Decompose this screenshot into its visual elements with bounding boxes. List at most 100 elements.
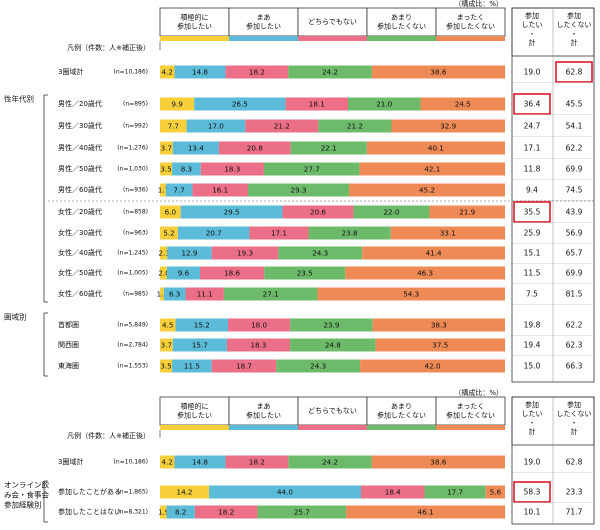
bar-value-label: 37.5 [432,341,448,350]
bar-value-label: 24.2 [322,68,338,77]
bar-segment [166,505,195,519]
bar-value-label: 5.2 [163,229,174,238]
bar-value-label: 18.2 [249,458,265,467]
legend-swatch [298,425,367,430]
bar-segment [177,226,250,240]
legend-label: どちらでもない [308,407,357,415]
legend-swatch [436,36,505,41]
summary-header-label: したい [522,410,543,418]
legend-row-label: 凡例（件数：人※補正後） [67,43,150,52]
bar-segment [318,119,392,133]
summary-header-label: 参加 [525,400,539,409]
highlight-box [513,201,551,223]
bar-segment [247,183,350,197]
summary-value: 25.9 [524,229,541,238]
bar-value-label: 9.9 [171,100,183,109]
bar-value-label: 32.9 [440,122,456,131]
bar-value-label: 20.8 [247,144,263,153]
row-n: (n=10,186) [113,459,148,466]
bar-segment [174,65,226,79]
summary-value: 69.9 [566,165,583,174]
legend-label: 積極的に [181,402,209,411]
bar-segment [192,183,248,197]
summary-value: 19.0 [524,458,541,467]
bar-value-label: 26.5 [232,100,248,109]
bar-value-label: 17.7 [447,488,463,497]
bar-value-label: 7.7 [168,122,179,131]
bar-segment [174,455,226,469]
row-n: (n=1,030) [117,166,148,173]
bar-value-label: 23.8 [342,229,358,238]
summary-value: 54.1 [566,122,583,131]
bar-segment [282,205,354,219]
bar-segment [160,287,164,301]
bar-segment [249,226,309,240]
row-n: (n=5,849) [117,322,148,329]
legend-label: まあ [257,403,271,411]
summary-value: 62.8 [566,458,583,467]
row-n: (n=1,553) [117,363,148,370]
bar-value-label: 14.2 [177,488,193,497]
bar-segment [290,338,376,352]
legend-swatch [298,36,367,41]
summary-header-label: したくない [557,410,592,418]
bar-value-label: 40.1 [428,144,444,153]
bar-segment [245,119,319,133]
bar-segment [225,455,289,469]
row-label: 女性／40歳代 [58,248,102,257]
bar-segment [194,505,258,519]
bar-value-label: 20.7 [206,229,222,238]
bar-segment [160,338,173,352]
bar-value-label: 46.3 [417,269,433,278]
bar-segment [160,266,167,280]
legend-label: あまり [391,403,412,411]
bar-value-label: 1.9 [158,508,170,517]
bar-segment [200,162,264,176]
legend-label: どちらでもない [308,18,357,26]
row-label: 男性／20歳代 [58,99,102,108]
row-n: (n=2,784) [117,342,148,349]
bar-value-label: 18.6 [224,269,240,278]
bar-segment [172,338,227,352]
unit-note: （構成比：%） [454,388,503,397]
bar-segment [371,65,505,79]
bar-segment [160,183,166,197]
summary-header-label: ・ [571,30,578,38]
bar-segment [278,246,363,260]
row-n: (n=1,245) [117,250,148,257]
bar-value-label: 3.7 [161,144,172,153]
bar-value-label: 18.7 [236,362,252,371]
bar-segment [172,359,212,373]
bar-segment [160,455,175,469]
bar-value-label: 18.0 [251,321,267,330]
bar-segment [160,505,167,519]
summary-header-label: したくない [557,21,592,29]
legend-label: 参加したい [246,411,281,420]
unit-note: （構成比：%） [454,0,503,8]
legend-swatch [436,425,505,430]
bar-segment [360,359,505,373]
bar-segment [226,338,291,352]
bar-value-label: 21.2 [347,122,363,131]
bar-segment [163,287,186,301]
summary-value: 62.8 [566,68,583,77]
bar-value-label: 1.1 [157,290,168,299]
row-label: 関西圏 [58,341,79,349]
bar-value-label: 2.1 [158,249,169,258]
bar-value-label: 5.6 [490,488,502,497]
legend-swatch [229,36,298,41]
summary-value: 11.5 [524,269,541,278]
bar-value-label: 18.1 [309,100,325,109]
legend-swatch [229,425,298,430]
legend-label: 参加したい [177,411,212,420]
bar-value-label: 19.3 [237,249,253,258]
bar-segment [391,119,505,133]
bar-segment [166,266,201,280]
bar-segment [288,65,372,79]
legend-swatch [367,425,436,430]
legend-swatch [160,36,229,41]
summary-header-label: 計 [571,427,578,436]
bar-value-label: 20.6 [310,208,326,217]
bar-segment [200,266,265,280]
legend-label: 参加したくない [446,22,495,31]
